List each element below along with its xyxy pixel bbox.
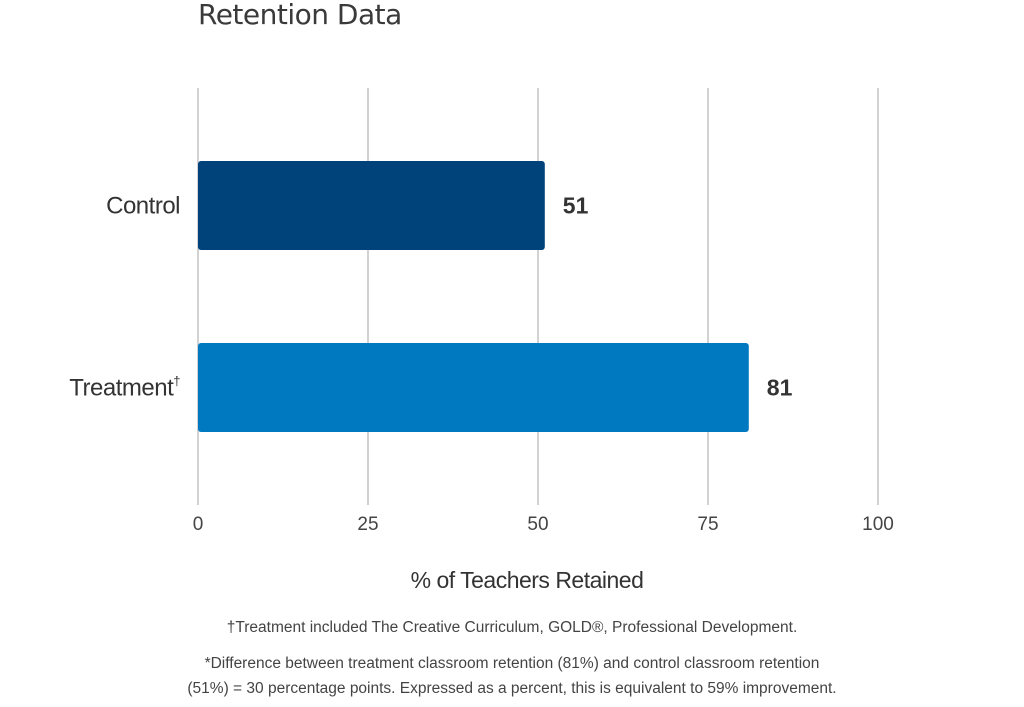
x-tick-label: 0 [193,514,204,535]
x-axis-title: % of Teachers Retained [411,567,644,593]
footnote-difference-line2: (51%) = 30 percentage points. Expressed … [187,680,837,697]
footnote-difference-line1: *Difference between treatment classroom … [204,655,820,672]
category-label-treatment: Treatment† [69,374,180,402]
bar-control [198,161,545,250]
chart-title: Retention Data [198,0,402,31]
data-label: 81 [767,375,793,401]
bar-treatment [198,343,749,432]
x-tick-label: 100 [862,514,894,535]
data-label: 51 [563,193,589,219]
x-tick-label: 50 [527,514,548,535]
dagger-superscript: † [173,374,180,389]
x-tick-label: 75 [697,514,718,535]
x-tick-label: 25 [357,514,378,535]
footnote-dagger: †Treatment included The Creative Curricu… [226,619,798,636]
category-label-control: Control [106,193,180,220]
